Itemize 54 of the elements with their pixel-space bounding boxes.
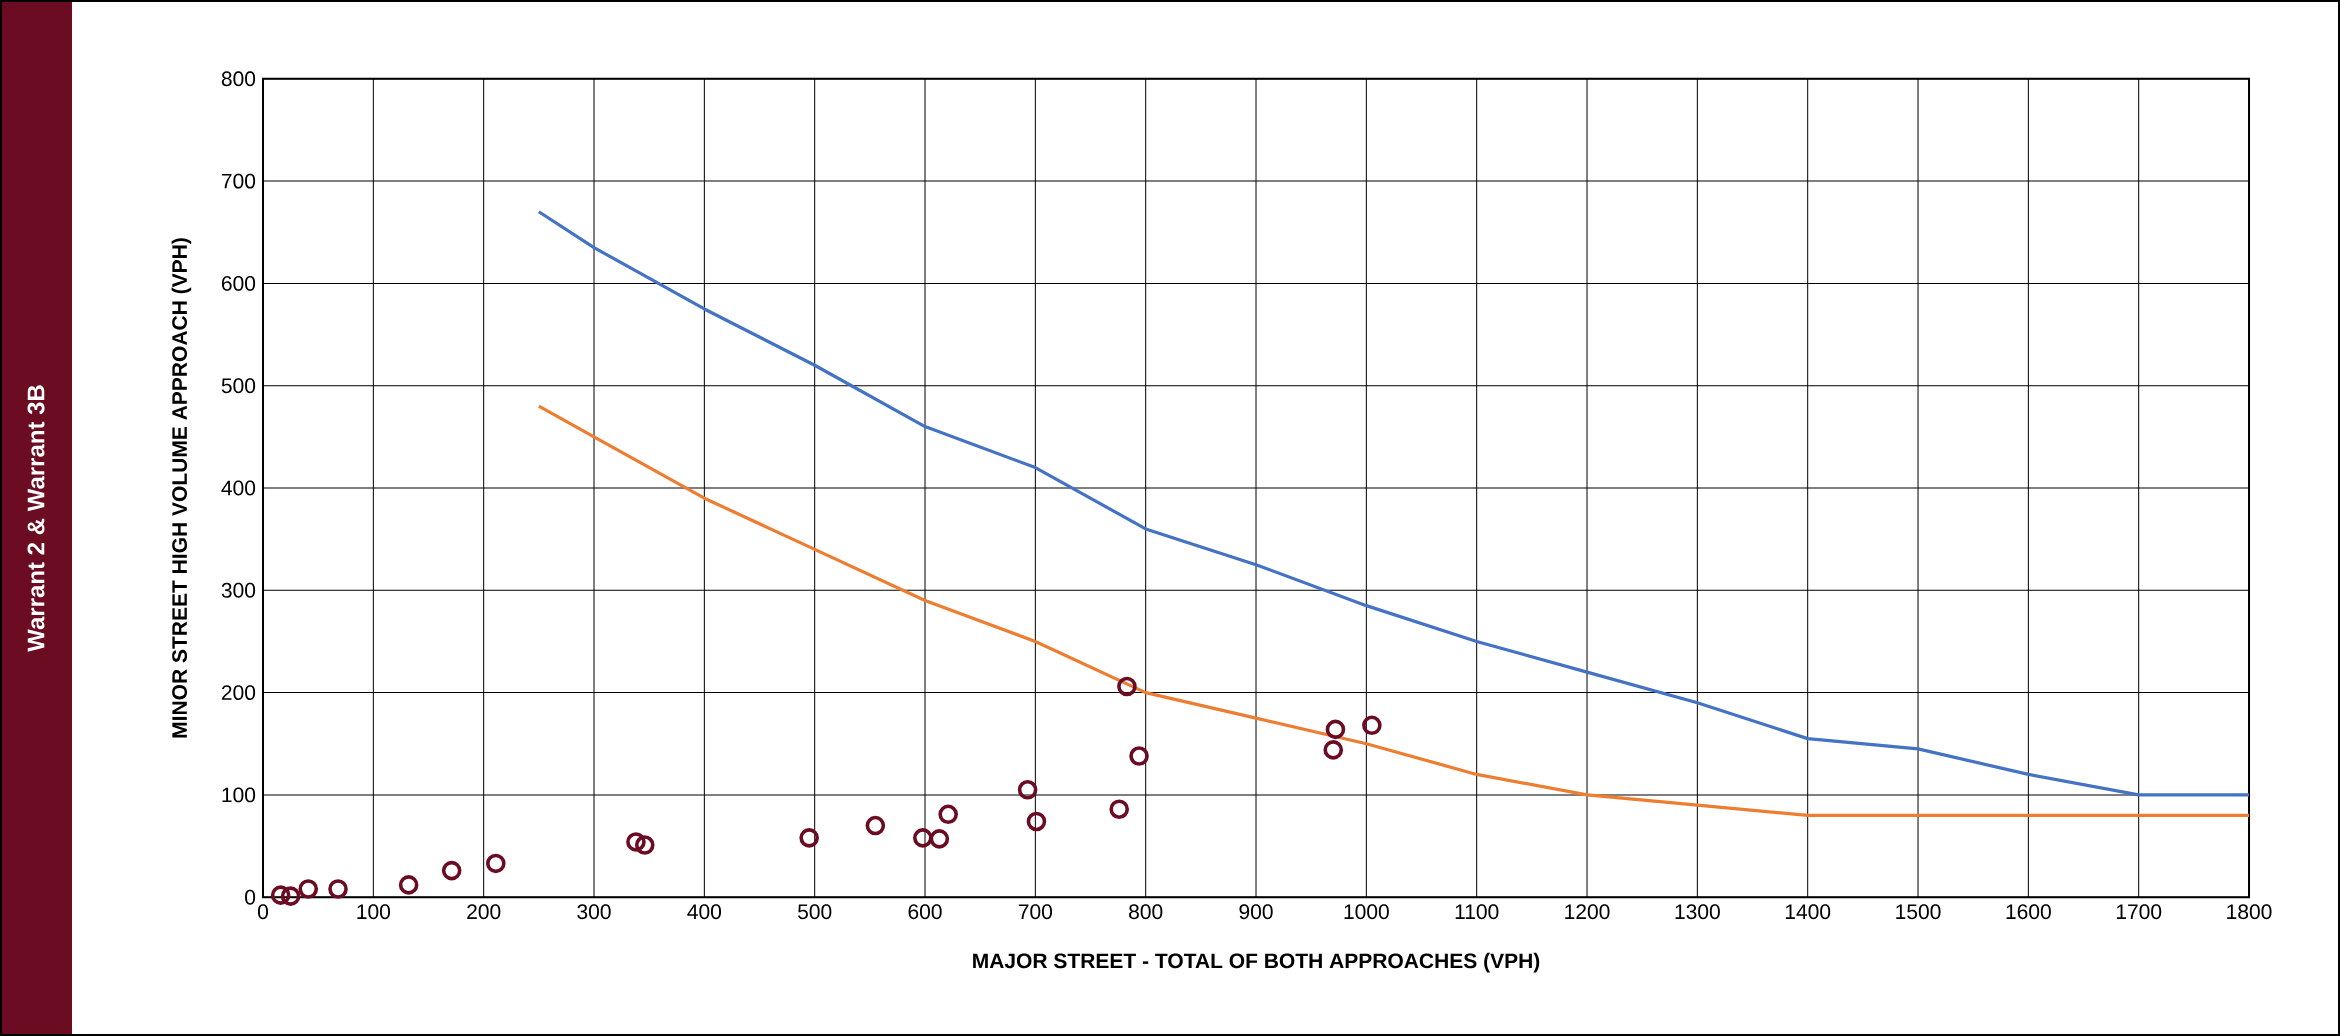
y-tick-label: 0 bbox=[245, 889, 256, 905]
x-tick-label: 400 bbox=[687, 904, 722, 920]
text: Warrant 2 & Warrant 3B bbox=[27, 385, 45, 652]
y-tick-label: 500 bbox=[221, 378, 256, 394]
point bbox=[298, 879, 319, 899]
point bbox=[1026, 811, 1047, 832]
point bbox=[441, 860, 462, 881]
point bbox=[1129, 746, 1149, 766]
x-tick-label: 1000 bbox=[1344, 904, 1389, 920]
y-tick-label: 300 bbox=[221, 582, 256, 598]
point bbox=[1117, 676, 1137, 697]
point bbox=[634, 835, 655, 855]
point bbox=[486, 853, 506, 874]
point bbox=[270, 885, 291, 905]
x-tick-label: 300 bbox=[577, 904, 611, 920]
y-tick-label: 700 bbox=[221, 173, 256, 189]
x-tick-label: 1300 bbox=[1675, 904, 1720, 920]
x-tick-label: 1500 bbox=[1896, 904, 1941, 920]
x-tick-label: 1600 bbox=[2006, 904, 2051, 920]
y-tick-label: 600 bbox=[221, 275, 256, 291]
x-tick-label: 800 bbox=[1129, 904, 1163, 920]
x-tick-label: 200 bbox=[467, 904, 501, 920]
y-axis-title: MINOR STREET HIGH VOLUME APPROACH (VPH) bbox=[171, 238, 192, 738]
point bbox=[1323, 740, 1344, 760]
y-tick-label: 200 bbox=[221, 685, 256, 701]
x-tick-label: 1400 bbox=[1785, 904, 1831, 920]
point bbox=[1362, 715, 1382, 736]
point bbox=[929, 829, 950, 849]
line-series bbox=[537, 210, 2251, 797]
y-tick-label: 100 bbox=[222, 787, 256, 803]
y-tick-label: 800 bbox=[221, 71, 256, 87]
point bbox=[1325, 719, 1346, 740]
x-tick-label: 0 bbox=[257, 904, 269, 920]
x-tick-label: 700 bbox=[1018, 904, 1053, 920]
point bbox=[398, 875, 419, 895]
y-tick-label: 400 bbox=[221, 480, 256, 496]
point bbox=[938, 804, 958, 825]
x-tick-label: 1800 bbox=[2227, 904, 2272, 920]
x-tick-label: 1700 bbox=[2116, 904, 2162, 920]
point bbox=[280, 886, 301, 906]
x-axis-title: MAJOR STREET - TOTAL OF BOTH APPROACHES (VPH) bbox=[973, 952, 1540, 973]
point bbox=[626, 832, 646, 852]
point bbox=[913, 828, 933, 848]
x-tick-label: 100 bbox=[357, 904, 391, 920]
point bbox=[1109, 799, 1129, 819]
point bbox=[1017, 779, 1038, 800]
point bbox=[865, 815, 886, 836]
x-tick-label: 1200 bbox=[1565, 904, 1610, 920]
point bbox=[328, 879, 348, 899]
x-tick-label: 1100 bbox=[1455, 904, 1499, 920]
x-tick-label: 500 bbox=[798, 904, 832, 920]
point bbox=[799, 828, 819, 848]
x-tick-label: 900 bbox=[1239, 904, 1273, 920]
x-tick-label: 600 bbox=[908, 904, 942, 920]
